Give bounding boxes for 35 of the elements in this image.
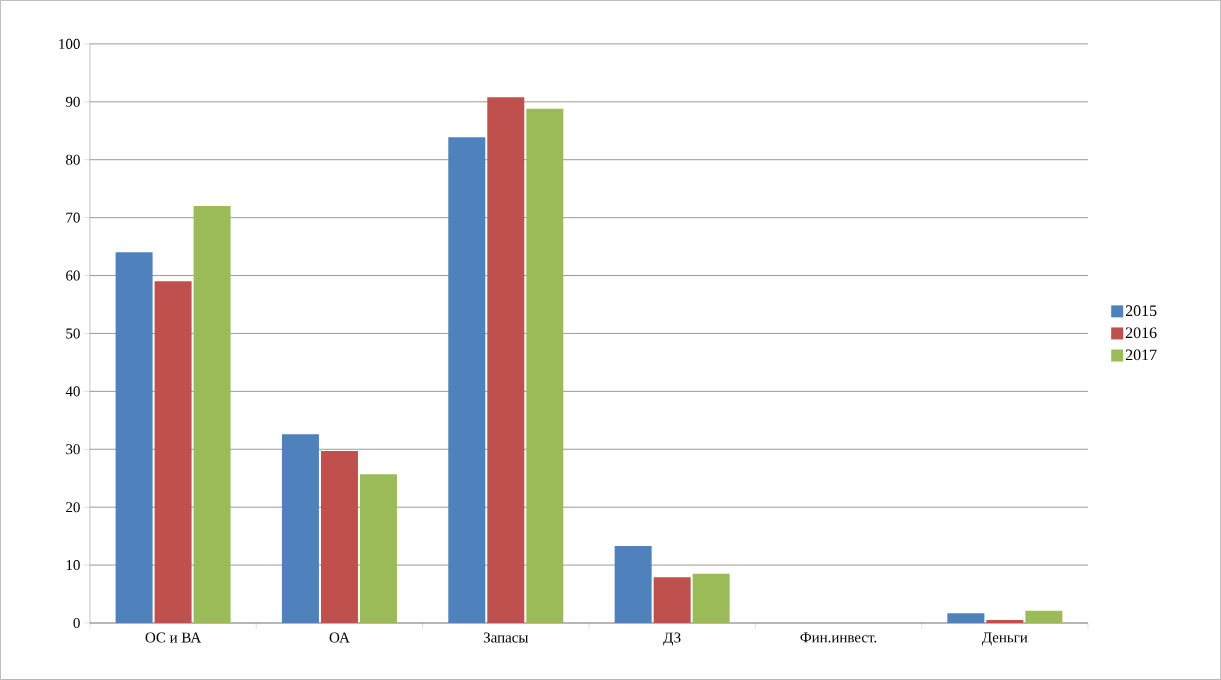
bar (320, 451, 358, 624)
y-tick-label: 0 (73, 618, 80, 629)
legend-label: 2015 (1125, 305, 1157, 317)
bar (614, 546, 652, 624)
y-tick-label: 60 (66, 270, 80, 281)
bar (193, 206, 231, 624)
bar (653, 577, 691, 624)
y-tick-label: 100 (59, 38, 80, 49)
y-tick-label: 10 (66, 560, 80, 571)
bar (154, 281, 192, 624)
bar (115, 252, 153, 624)
y-tick-label: 50 (66, 328, 80, 339)
y-tick-label: 80 (66, 154, 80, 165)
y-tick-label: 90 (65, 96, 80, 107)
x-tick-label: Деньги (981, 632, 1028, 646)
legend-label: 2017 (1125, 349, 1157, 361)
bar (1025, 610, 1063, 624)
y-tick-label: 40 (65, 386, 80, 397)
legend-label: 2016 (1125, 327, 1157, 339)
y-tick-label: 20 (66, 502, 80, 513)
bar (526, 108, 564, 624)
bar (947, 613, 985, 624)
bar (692, 573, 730, 624)
x-tick-label: Фин.инвест. (800, 632, 877, 643)
x-tick-label: Запасы (483, 632, 529, 643)
bar (986, 620, 1024, 624)
x-tick-label: ДЗ (663, 632, 681, 646)
bar (487, 97, 525, 624)
x-tick-label: ОС и ВА (145, 632, 202, 643)
bar (359, 474, 397, 624)
bar (281, 434, 319, 624)
bar (448, 137, 486, 624)
y-tick-label: 70 (66, 212, 80, 223)
x-tick-label: ОА (329, 632, 350, 643)
y-tick-label: 30 (66, 444, 80, 455)
